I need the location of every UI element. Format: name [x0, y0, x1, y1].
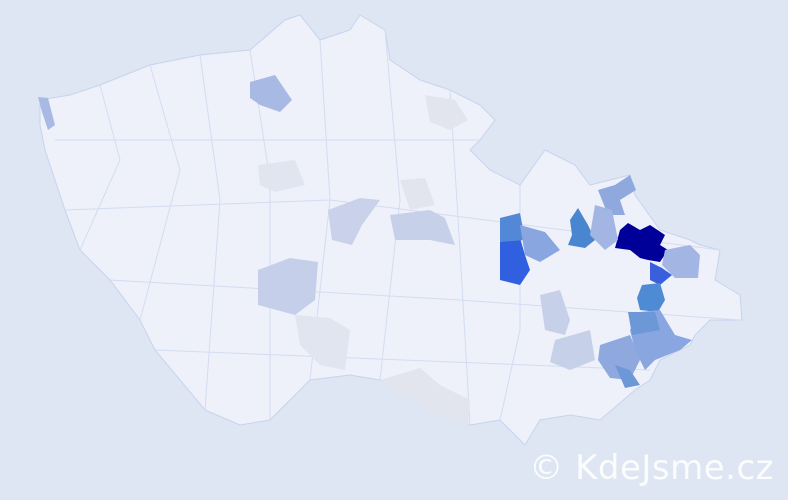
district-region[interactable]	[550, 330, 595, 370]
district-region[interactable]	[500, 213, 525, 242]
district-region[interactable]	[250, 75, 292, 112]
district-region[interactable]	[540, 290, 570, 335]
district-region[interactable]	[637, 283, 665, 312]
district-region[interactable]	[520, 225, 560, 262]
district-region[interactable]	[425, 95, 468, 130]
highlighted-districts	[38, 75, 700, 425]
district-region[interactable]	[598, 175, 636, 215]
district-region[interactable]	[615, 365, 640, 388]
district-region[interactable]	[38, 97, 55, 130]
district-region[interactable]	[380, 368, 470, 425]
district-region[interactable]	[650, 262, 672, 285]
district-region[interactable]	[628, 312, 660, 335]
district-region[interactable]	[400, 178, 435, 210]
district-region[interactable]	[662, 245, 700, 278]
district-region[interactable]	[295, 315, 350, 370]
district-region[interactable]	[500, 238, 530, 285]
district-region[interactable]	[615, 223, 668, 262]
district-region[interactable]	[390, 210, 455, 245]
district-region[interactable]	[258, 160, 305, 192]
district-region[interactable]	[258, 258, 318, 315]
watermark: © KdeJsme.cz	[529, 448, 774, 488]
district-region[interactable]	[590, 205, 618, 250]
district-region[interactable]	[328, 198, 380, 245]
district-region[interactable]	[568, 208, 595, 248]
district-borders	[55, 29, 741, 426]
district-region[interactable]	[598, 335, 640, 380]
